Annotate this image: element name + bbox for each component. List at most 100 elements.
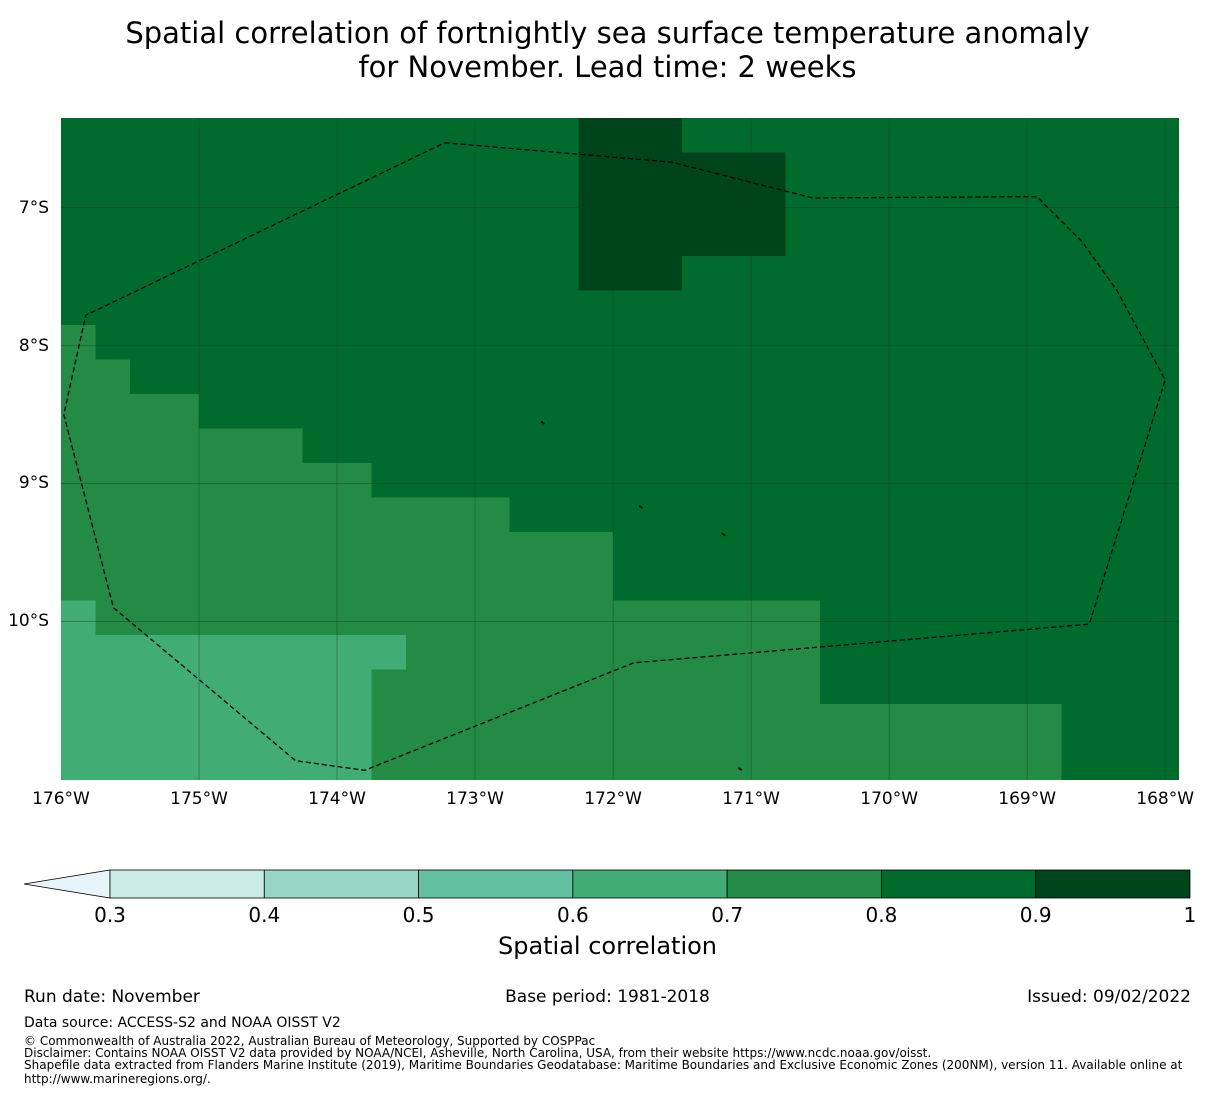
- heatmap-cell: [958, 531, 994, 567]
- heatmap-cell: [95, 497, 131, 533]
- colorbar-tick-label: 1: [1183, 903, 1197, 927]
- heatmap-cell: [716, 393, 752, 429]
- lon-tick-label: 176°W: [32, 789, 90, 809]
- heatmap-cell: [958, 428, 994, 464]
- heatmap-cell: [268, 497, 304, 533]
- heatmap-cell: [923, 393, 959, 429]
- heatmap-cell: [95, 186, 131, 223]
- heatmap-cell: [130, 324, 166, 360]
- heatmap-cell: [509, 221, 545, 257]
- heatmap-cell: [475, 773, 511, 780]
- heatmap-cell: [1096, 359, 1132, 395]
- heatmap-cell: [440, 738, 476, 774]
- heatmap-cell: [337, 118, 373, 154]
- heatmap-cell: [440, 290, 476, 326]
- heatmap-cell: [268, 186, 304, 223]
- heatmap-cell: [1061, 255, 1097, 291]
- heatmap-cell: [992, 738, 1028, 774]
- heatmap-cell: [613, 738, 649, 774]
- heatmap-cell: [371, 462, 407, 498]
- heatmap-cell: [233, 290, 269, 326]
- heatmap-cell: [923, 497, 959, 533]
- heatmap-cell: [1061, 393, 1097, 429]
- heatmap-cell: [578, 428, 614, 464]
- heatmap-cell: [337, 152, 373, 188]
- heatmap-cell: [509, 531, 545, 567]
- heatmap-cell: [716, 635, 752, 671]
- heatmap-cell: [820, 255, 856, 291]
- heatmap-cell: [751, 738, 787, 774]
- heatmap-cell: [371, 497, 407, 533]
- heatmap-cell: [889, 669, 925, 705]
- heatmap-cell: [268, 152, 304, 188]
- heatmap-cell: [647, 359, 683, 395]
- heatmap-cell: [164, 324, 200, 360]
- heatmap-cell: [578, 221, 614, 257]
- heatmap-cell: [854, 669, 890, 705]
- island-marker: [638, 505, 643, 509]
- heatmap-cell: [785, 669, 821, 705]
- lon-tick-label: 171°W: [722, 789, 780, 809]
- heatmap-cell: [578, 290, 614, 326]
- heatmap-cell: [1096, 704, 1132, 740]
- heatmap-cell: [475, 186, 511, 223]
- heatmap-cell: [1096, 497, 1132, 533]
- heatmap-cell: [854, 704, 890, 740]
- heatmap-cell: [992, 600, 1028, 636]
- heatmap-cell: [1096, 393, 1132, 429]
- heatmap-cell: [578, 566, 614, 602]
- heatmap-cell: [1165, 393, 1179, 429]
- disclaimer: Disclaimer: Contains NOAA OISST V2 data …: [24, 1046, 932, 1060]
- heatmap-cell: [716, 531, 752, 567]
- data-source: Data source: ACCESS-S2 and NOAA OISST V2: [24, 1015, 341, 1031]
- heatmap-cell: [958, 290, 994, 326]
- heatmap-cell: [785, 255, 821, 291]
- lon-tick-label: 175°W: [170, 789, 228, 809]
- heatmap-cell: [854, 186, 890, 223]
- heatmap-cell: [509, 324, 545, 360]
- heatmap-cell: [1096, 600, 1132, 636]
- heatmap-cell: [1027, 428, 1063, 464]
- heatmap-cell: [302, 393, 338, 429]
- heatmap-cell: [302, 497, 338, 533]
- heatmap-cell: [682, 118, 718, 154]
- heatmap-cell: [95, 462, 131, 498]
- heatmap-cell: [544, 704, 580, 740]
- heatmap-cell: [992, 773, 1028, 780]
- heatmap-cell: [371, 669, 407, 705]
- heatmap-cell: [820, 186, 856, 223]
- heatmap-cell: [923, 152, 959, 188]
- heatmap-cell: [1027, 118, 1063, 154]
- heatmap-cell: [1165, 255, 1179, 291]
- colorbar-swatch: [1035, 869, 1191, 899]
- heatmap-cell: [785, 290, 821, 326]
- heatmap-cell: [406, 462, 442, 498]
- heatmap-cell: [1061, 290, 1097, 326]
- heatmap-cell: [716, 186, 752, 223]
- heatmap-cell: [785, 566, 821, 602]
- heatmap-cell: [475, 531, 511, 567]
- heatmap-cell: [958, 255, 994, 291]
- heatmap-cell: [785, 635, 821, 671]
- heatmap-cell: [1130, 290, 1166, 326]
- heatmap-cell: [406, 359, 442, 395]
- heatmap-cell: [578, 462, 614, 498]
- heatmap-cell: [751, 497, 787, 533]
- heatmap-cell: [1096, 152, 1132, 188]
- heatmap-cell: [889, 600, 925, 636]
- heatmap-cell: [164, 290, 200, 326]
- heatmap-cell: [751, 221, 787, 257]
- heatmap-cell: [509, 152, 545, 188]
- island-marker: [721, 532, 726, 537]
- heatmap-cell: [992, 290, 1028, 326]
- heatmap-cell: [406, 118, 442, 154]
- heatmap-cell: [337, 497, 373, 533]
- heatmap-cell: [992, 359, 1028, 395]
- heatmap-cell: [889, 428, 925, 464]
- heatmap-cell: [544, 497, 580, 533]
- heatmap-cell: [61, 600, 97, 636]
- heatmap-cell: [613, 324, 649, 360]
- island-marker: [540, 421, 545, 425]
- heatmap-cell: [1130, 221, 1166, 257]
- heatmap-cell: [1096, 221, 1132, 257]
